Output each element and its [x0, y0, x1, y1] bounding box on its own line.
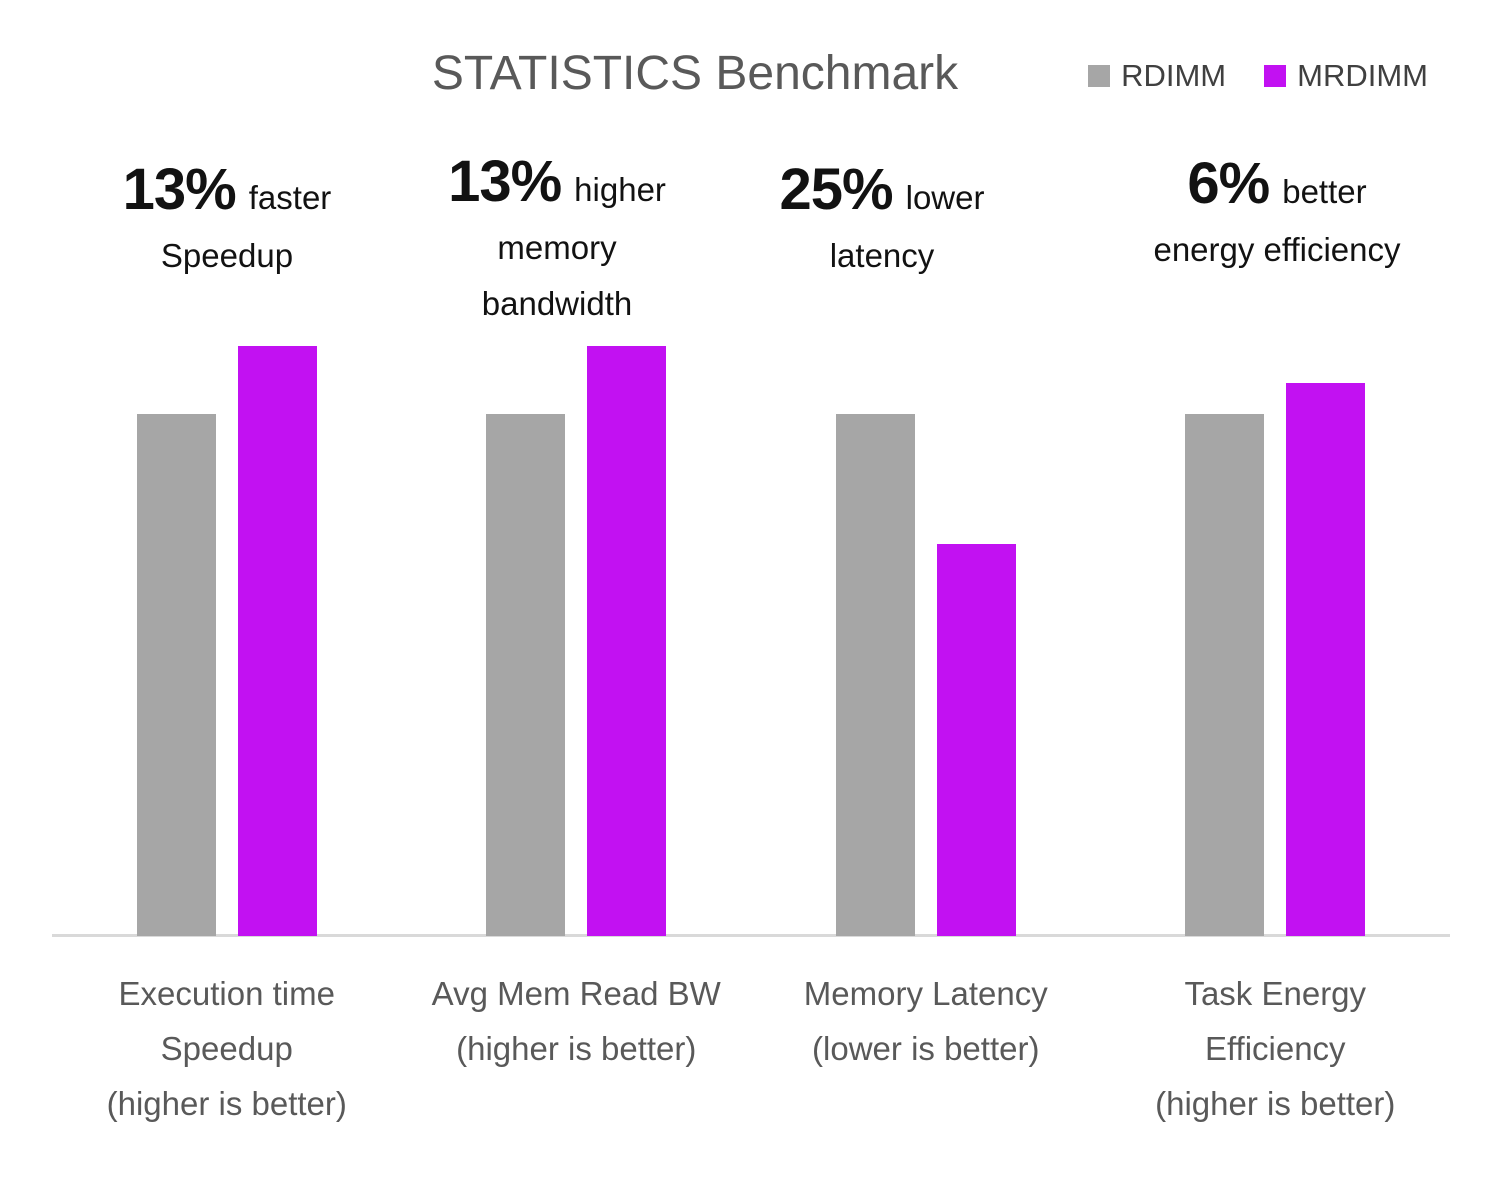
- category-label-line-2-0: Memory Latency: [803, 975, 1048, 1012]
- legend-swatch-mrdimm: [1264, 65, 1287, 87]
- category-label-line-1-0: Avg Mem Read BW: [431, 975, 721, 1012]
- annotation-stat-0: 13%: [122, 157, 237, 222]
- annotation-headline-2: 25% lower: [702, 156, 1062, 228]
- bar-rdimm-1: [486, 414, 566, 936]
- category-label-3: Task Energy Efficiency (higher is better): [1085, 966, 1465, 1131]
- category-label-line-0-0: Execution time: [118, 975, 335, 1012]
- annotation-line-0-0: Speedup: [160, 237, 294, 274]
- category-label-line-0-1: Speedup: [160, 1030, 293, 1067]
- annotation-qualifier-1: higher: [574, 171, 666, 208]
- chart-title: STATISTICS Benchmark: [431, 47, 959, 100]
- category-label-0: Execution time Speedup (higher is better): [37, 966, 417, 1131]
- category-label-line-3-0: Task Energy: [1184, 975, 1367, 1012]
- category-label-1: Avg Mem Read BW (higher is better): [386, 966, 766, 1076]
- legend-item-rdimm: RDIMM: [1088, 58, 1226, 94]
- annotation-stat-3: 6%: [1187, 151, 1270, 216]
- bar-mrdimm-0: [237, 346, 317, 936]
- x-axis-line: [52, 934, 1450, 937]
- category-label-line-2-1: (lower is better): [812, 1030, 1040, 1067]
- bar-mrdimm-2: [936, 544, 1016, 936]
- annotation-3: 6% better energy efficiency: [1097, 150, 1457, 278]
- annotation-2: 25% lower latency: [702, 156, 1062, 284]
- legend-label-mrdimm: MRDIMM: [1297, 58, 1428, 93]
- bar-rdimm-3: [1185, 414, 1265, 936]
- bar-mrdimm-1: [587, 346, 667, 936]
- legend-label-rdimm: RDIMM: [1121, 58, 1227, 93]
- category-label-line-0-2: (higher is better): [106, 1085, 347, 1122]
- annotation-qualifier-0: faster: [248, 179, 332, 216]
- bar-rdimm-2: [835, 414, 915, 936]
- bar-mrdimm-3: [1286, 383, 1366, 936]
- category-label-line-1-1: (higher is better): [456, 1030, 697, 1067]
- annotation-headline-0: 13% faster: [47, 156, 407, 228]
- legend: RDIMM MRDIMM: [1088, 58, 1428, 94]
- legend-item-mrdimm: MRDIMM: [1264, 58, 1428, 94]
- category-label-2: Memory Latency (lower is better): [736, 966, 1116, 1076]
- legend-swatch-rdimm: [1088, 65, 1111, 87]
- annotation-line-1-0: memory: [497, 229, 617, 266]
- annotation-0: 13% faster Speedup: [47, 156, 407, 284]
- annotation-headline-3: 6% better: [1097, 150, 1457, 222]
- annotation-line-3-0: energy efficiency: [1153, 231, 1401, 268]
- annotation-qualifier-3: better: [1282, 173, 1367, 210]
- category-label-line-3-2: (higher is better): [1155, 1085, 1396, 1122]
- annotation-line-2-0: latency: [829, 237, 935, 274]
- bar-rdimm-0: [136, 414, 216, 936]
- annotation-headline-1: 13% higher: [377, 148, 737, 220]
- annotation-stat-2: 25%: [779, 157, 894, 222]
- annotation-1: 13% higher memory bandwidth: [377, 148, 737, 332]
- annotation-qualifier-2: lower: [905, 179, 985, 216]
- category-label-line-3-1: Efficiency: [1204, 1030, 1346, 1067]
- annotation-line-1-1: bandwidth: [481, 285, 633, 322]
- annotation-stat-1: 13%: [448, 149, 562, 214]
